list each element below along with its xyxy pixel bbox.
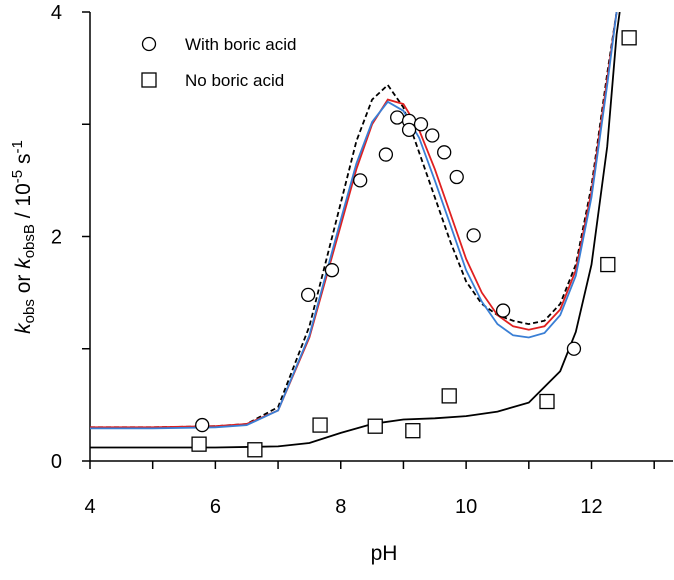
data-point: [401, 122, 417, 138]
data-point: [405, 423, 421, 439]
x-tick-label: 8: [335, 496, 346, 518]
y-label-part: s: [12, 154, 35, 170]
y-tick-label: 0: [51, 451, 62, 473]
data-point: [600, 256, 616, 273]
y-label-part: -5: [9, 170, 26, 183]
y-label-part: -1: [9, 140, 26, 153]
y-tick-label: 4: [51, 2, 62, 24]
data-point: [301, 287, 316, 303]
x-tick-label: 4: [84, 496, 95, 518]
y-axis-label: kobs or kobsB / 10-5 s-1: [9, 140, 38, 334]
legend-marker: [141, 36, 157, 52]
data-point: [413, 117, 429, 132]
y-label-part: obs: [21, 299, 38, 323]
y-label-part: k: [12, 257, 35, 269]
data-point: [621, 30, 637, 46]
data-point: [191, 436, 207, 452]
legend-marker: [141, 72, 157, 88]
data-point: [378, 147, 394, 162]
data-point: [353, 173, 368, 188]
data-point: [441, 388, 457, 404]
data-point: [495, 303, 511, 318]
fit-curve: [90, 12, 618, 429]
data-point: [425, 128, 440, 143]
data-point: [324, 263, 340, 278]
legend-label: With boric acid: [185, 35, 296, 54]
y-label-part: or: [12, 269, 35, 299]
y-label-part: k: [12, 322, 35, 334]
fit-curve: [90, 12, 621, 449]
data-point: [449, 169, 464, 185]
legend-label: No boric acid: [185, 71, 284, 90]
y-label-part: / 10: [12, 183, 35, 224]
x-axis-label: pH: [371, 542, 398, 565]
x-tick-label: 6: [210, 496, 221, 518]
y-label-part: obsB: [21, 224, 38, 258]
x-tick-label: 12: [580, 496, 602, 518]
data-point: [195, 417, 210, 433]
data-point: [390, 110, 405, 125]
data-point: [437, 145, 452, 160]
data-point: [566, 341, 582, 356]
fit-curve: [90, 12, 618, 429]
data-point: [539, 393, 555, 410]
fit-curve: [90, 12, 618, 430]
x-tick-label: 10: [455, 496, 477, 518]
data-point: [466, 228, 481, 243]
data-point: [247, 442, 263, 458]
plot-area: [90, 12, 621, 449]
data-point: [312, 417, 328, 433]
y-tick-label: 2: [51, 227, 62, 249]
data-point: [367, 418, 383, 434]
